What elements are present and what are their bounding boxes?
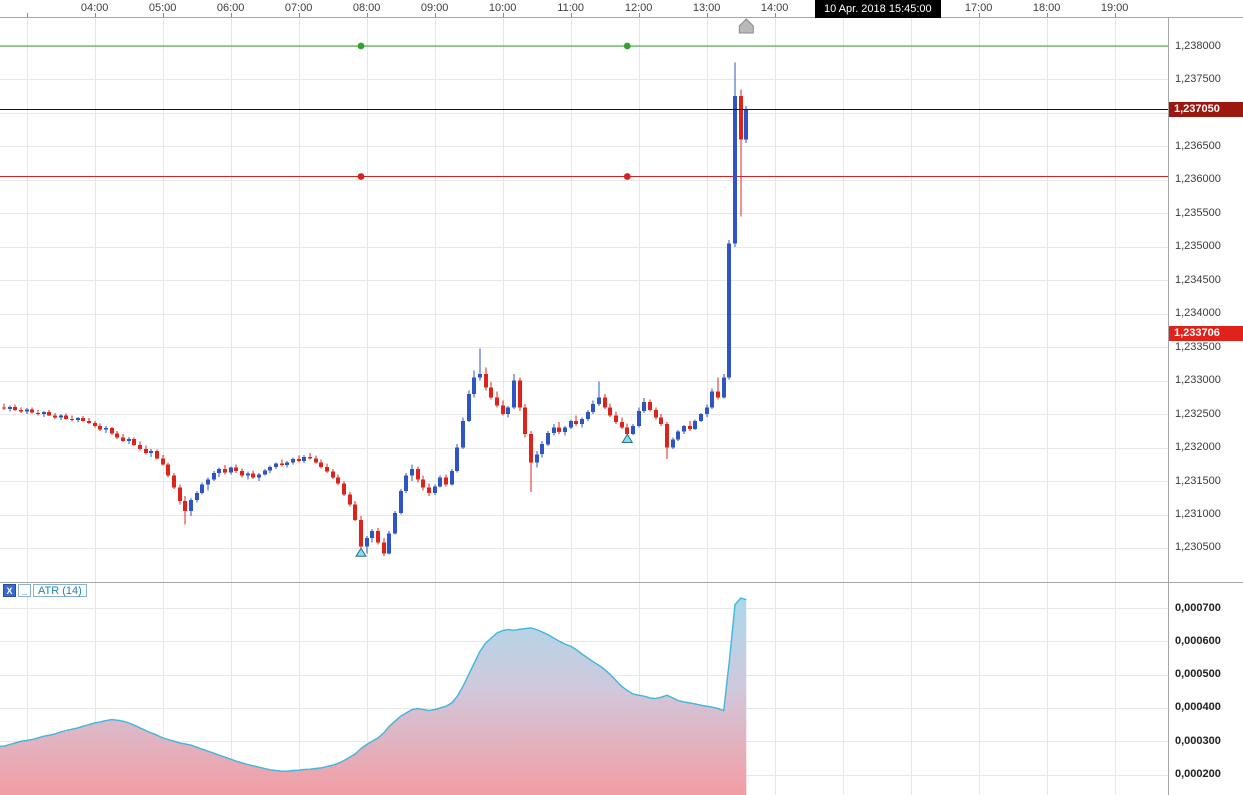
atr-axis-label: 0,000700 [1175,601,1221,614]
price-axis-label: 1,235000 [1175,240,1221,253]
atr-axis-label: 0,000400 [1175,701,1221,714]
time-axis-tick [95,13,96,17]
stop-loss-line[interactable] [0,173,1168,180]
current-price-tag: 1,237050 [1169,102,1243,118]
time-axis-label: 08:00 [352,2,381,14]
buy-trade-marker [355,547,367,557]
time-axis-tick [1115,13,1116,17]
atr-axis-label: 0,000200 [1175,768,1221,780]
price-axis-label: 1,238000 [1175,39,1221,52]
time-axis-label: 19:00 [1100,2,1129,14]
time-axis[interactable]: 04:00 05:00 06:00 07:00 08:00 09:00 10:00 11:00… [0,0,1243,18]
price-axis-label: 1,231000 [1175,508,1221,520]
price-axis[interactable]: 1,237050 1,233706 1,2380001,2375001,2370… [1168,0,1243,795]
atr-indicator-header: X _ ATR (14) [3,584,87,597]
time-axis-label: 04:00 [80,2,109,14]
price-axis-label: 1,233500 [1175,340,1221,353]
atr-indicator-area [0,597,747,795]
time-axis-label: 12:00 [624,2,653,14]
time-axis-label: 07:00 [284,2,313,14]
time-axis-label: 14:00 [760,2,789,14]
price-axis-label: 1,234500 [1175,273,1221,286]
time-axis-label: 06:00 [216,2,245,14]
time-axis-tick [27,13,28,17]
price-axis-label: 1,233000 [1175,374,1221,387]
time-axis-tick [571,13,572,17]
price-axis-label: 1,234000 [1175,307,1221,320]
price-axis-label: 1,230500 [1175,541,1221,554]
time-axis-label: 18:00 [1032,2,1061,14]
atr-axis-label: 0,000300 [1175,734,1221,747]
atr-axis-label: 0,000500 [1175,668,1221,681]
price-axis-label: 1,236000 [1175,173,1221,186]
secondary-price-tag: 1,233706 [1169,325,1243,341]
price-axis-label: 1,236500 [1175,139,1221,152]
time-axis-label: 17:00 [964,2,993,14]
time-axis-tick [163,13,164,17]
price-axis-label: 1,232500 [1175,407,1221,420]
price-axis-label: 1,232000 [1175,441,1221,454]
time-axis-tick [231,13,232,17]
time-axis-tick [435,13,436,17]
take-profit-line[interactable] [0,42,1168,50]
time-axis-label: 13:00 [692,2,721,14]
crosshair-time-tooltip: 10 Apr. 2018 15:45:00 [815,0,941,18]
time-axis-tick [503,13,504,17]
stop-loss-order-dot [623,173,631,180]
take-profit-order-dot [623,42,631,50]
stop-loss-order-dot [357,173,365,180]
price-axis-label: 1,237500 [1175,72,1221,85]
time-axis-tick [367,13,368,17]
time-axis-tick [979,13,980,17]
time-axis-tick [639,13,640,17]
time-axis-tick [775,13,776,17]
candlesticks [2,62,748,556]
time-axis-tick [299,13,300,17]
atr-minimize-button[interactable]: _ [18,584,31,597]
time-axis-tick [1047,13,1048,17]
time-axis-label: 10:00 [488,2,517,14]
buy-trade-marker [621,433,634,443]
atr-close-button[interactable]: X [3,584,16,597]
time-axis-tick [707,13,708,17]
take-profit-order-dot [357,42,365,50]
pane-divider [1169,582,1243,583]
time-axis-label: 11:00 [557,2,585,14]
atr-indicator-title: ATR (14) [33,584,87,597]
price-axis-label: 1,235500 [1175,206,1221,219]
time-axis-label: 05:00 [148,2,177,14]
atr-axis-label: 0,000600 [1175,634,1221,647]
position-pointer-icon[interactable] [738,18,754,34]
time-axis-label: 09:00 [420,2,449,14]
price-axis-label: 1,231500 [1175,474,1221,487]
